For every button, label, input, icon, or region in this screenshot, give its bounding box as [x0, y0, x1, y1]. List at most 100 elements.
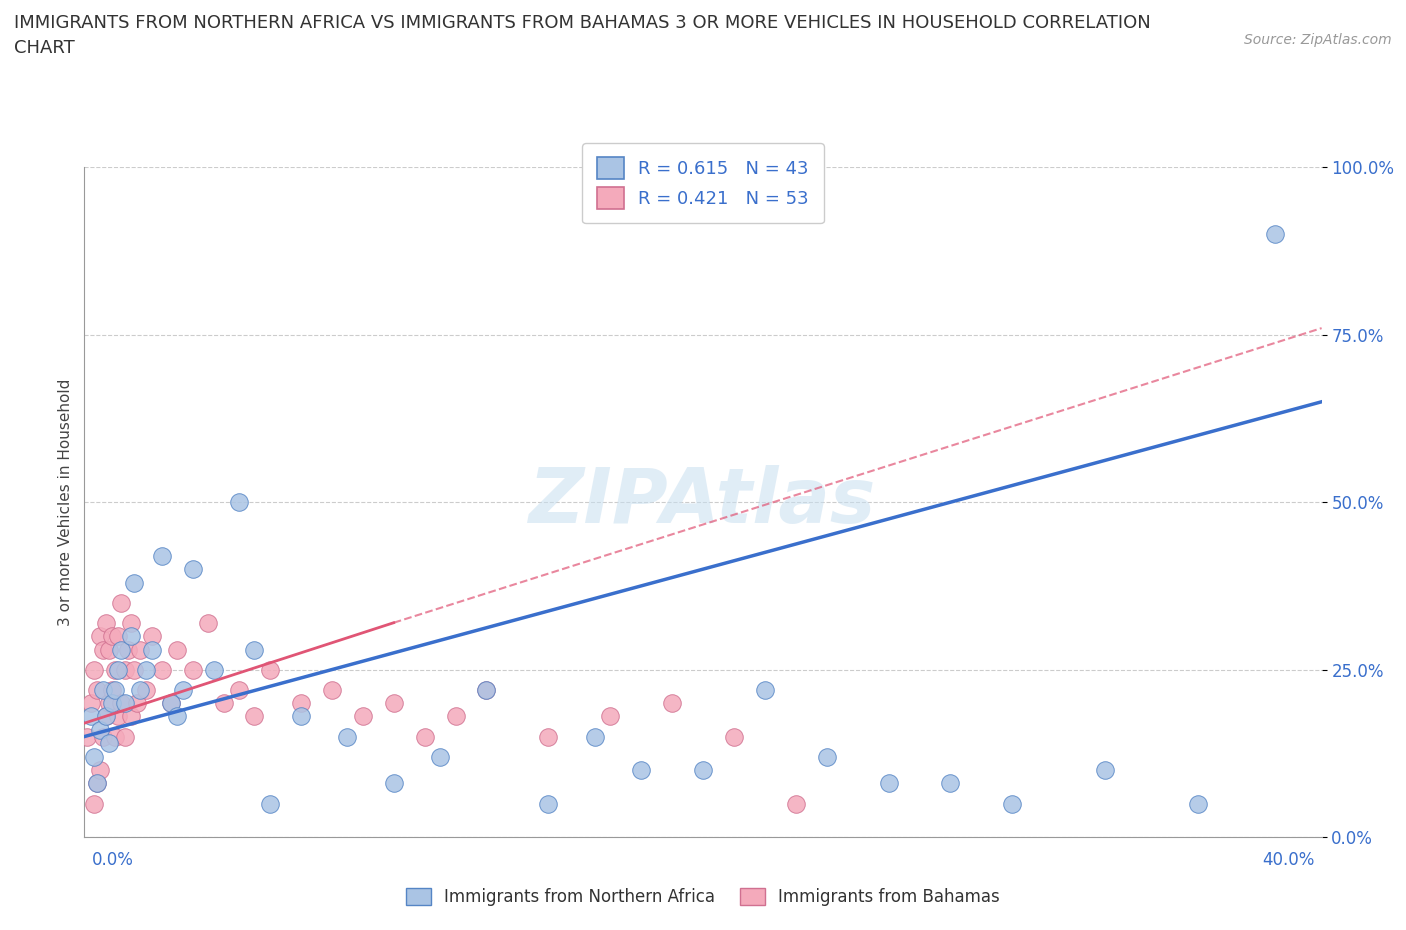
Point: [98, 736, 121, 751]
Point: [89, 763, 111, 777]
Point: [877, 776, 900, 790]
Point: [89, 629, 111, 644]
Point: [352, 709, 374, 724]
Point: [1264, 227, 1286, 242]
Point: [101, 629, 124, 644]
Point: [599, 709, 621, 724]
Point: [135, 662, 157, 677]
Point: [114, 696, 136, 711]
Point: [815, 750, 838, 764]
Point: [107, 629, 129, 644]
Point: [91, 683, 114, 698]
Text: 40.0%: 40.0%: [1263, 851, 1315, 869]
Point: [141, 629, 163, 644]
Point: [243, 709, 266, 724]
Point: [228, 683, 250, 698]
Point: [475, 683, 498, 698]
Point: [122, 662, 145, 677]
Point: [98, 696, 121, 711]
Point: [86, 776, 108, 790]
Point: [1001, 796, 1024, 811]
Point: [104, 729, 127, 744]
Point: [120, 629, 142, 644]
Text: ZIPAtlas: ZIPAtlas: [529, 465, 877, 539]
Point: [259, 662, 281, 677]
Y-axis label: 3 or more Vehicles in Household: 3 or more Vehicles in Household: [58, 379, 73, 626]
Point: [120, 709, 142, 724]
Point: [122, 575, 145, 590]
Point: [537, 796, 560, 811]
Point: [475, 683, 498, 698]
Point: [89, 723, 111, 737]
Legend: R = 0.615   N = 43, R = 0.421   N = 53: R = 0.615 N = 43, R = 0.421 N = 53: [582, 143, 824, 223]
Point: [692, 763, 714, 777]
Point: [107, 709, 129, 724]
Point: [202, 662, 225, 677]
Point: [382, 696, 405, 711]
Point: [150, 662, 173, 677]
Point: [382, 776, 405, 790]
Legend: Immigrants from Northern Africa, Immigrants from Bahamas: Immigrants from Northern Africa, Immigra…: [399, 881, 1007, 912]
Point: [86, 776, 108, 790]
Point: [160, 696, 183, 711]
Point: [290, 696, 312, 711]
Point: [86, 683, 108, 698]
Point: [94, 709, 117, 724]
Point: [290, 709, 312, 724]
Point: [94, 709, 117, 724]
Point: [413, 729, 436, 744]
Point: [150, 549, 173, 564]
Text: 0.0%: 0.0%: [91, 851, 134, 869]
Point: [939, 776, 962, 790]
Point: [91, 642, 114, 657]
Point: [94, 616, 117, 631]
Point: [101, 683, 124, 698]
Point: [181, 562, 204, 577]
Point: [104, 683, 127, 698]
Point: [110, 696, 132, 711]
Point: [83, 662, 105, 677]
Point: [101, 696, 124, 711]
Point: [321, 683, 343, 698]
Point: [110, 642, 132, 657]
Point: [120, 616, 142, 631]
Point: [160, 696, 183, 711]
Point: [83, 750, 105, 764]
Point: [110, 595, 132, 610]
Point: [1187, 796, 1209, 811]
Point: [243, 642, 266, 657]
Point: [91, 729, 114, 744]
Point: [172, 683, 194, 698]
Point: [83, 796, 105, 811]
Point: [107, 662, 129, 677]
Point: [630, 763, 652, 777]
Point: [429, 750, 451, 764]
Text: IMMIGRANTS FROM NORTHERN AFRICA VS IMMIGRANTS FROM BAHAMAS 3 OR MORE VEHICLES IN: IMMIGRANTS FROM NORTHERN AFRICA VS IMMIG…: [14, 14, 1150, 57]
Point: [785, 796, 807, 811]
Point: [114, 662, 136, 677]
Point: [259, 796, 281, 811]
Point: [76, 729, 98, 744]
Point: [212, 696, 235, 711]
Point: [723, 729, 745, 744]
Point: [166, 642, 188, 657]
Point: [104, 662, 127, 677]
Point: [754, 683, 776, 698]
Point: [181, 662, 204, 677]
Point: [661, 696, 683, 711]
Point: [537, 729, 560, 744]
Point: [79, 709, 101, 724]
Point: [1094, 763, 1116, 777]
Point: [444, 709, 467, 724]
Point: [114, 729, 136, 744]
Point: [129, 683, 152, 698]
Point: [197, 616, 219, 631]
Point: [141, 642, 163, 657]
Point: [129, 642, 152, 657]
Point: [125, 696, 148, 711]
Text: Source: ZipAtlas.com: Source: ZipAtlas.com: [1244, 33, 1392, 46]
Point: [336, 729, 359, 744]
Point: [228, 495, 250, 510]
Point: [166, 709, 188, 724]
Point: [583, 729, 606, 744]
